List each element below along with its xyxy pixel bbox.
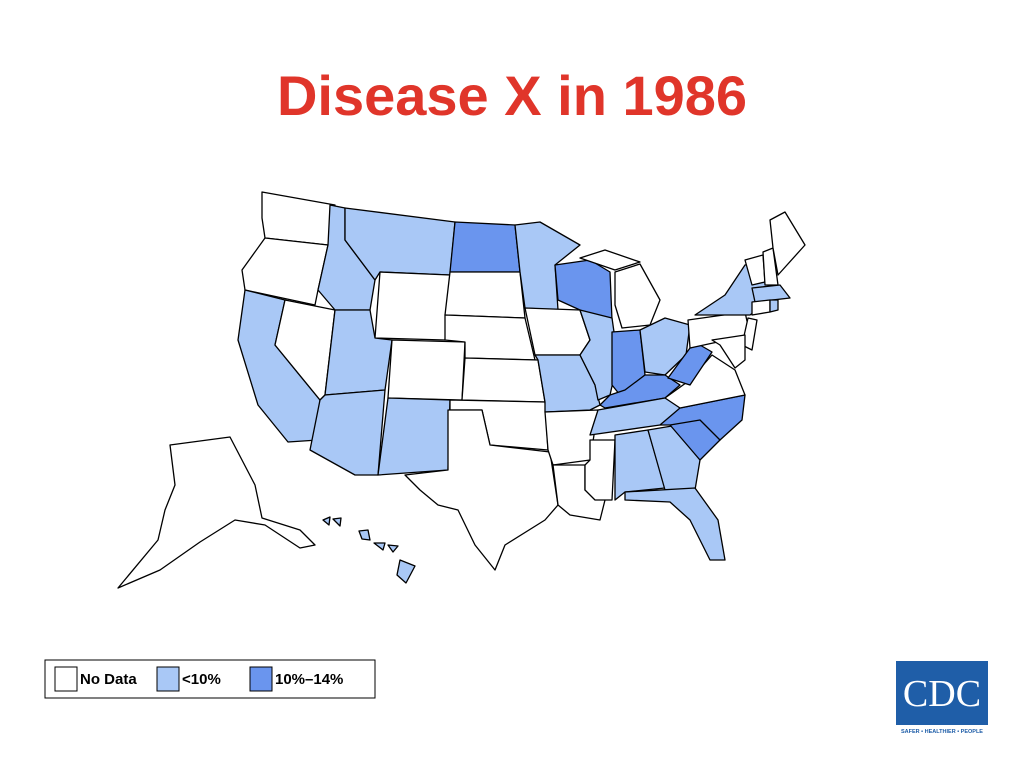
state: [322, 516, 416, 584]
logo-box: [896, 661, 988, 725]
legend-box: [44, 659, 376, 699]
state: [404, 409, 559, 571]
state: [374, 271, 451, 341]
logo-tagline: SAFER • HEALTHIER • PEOPLE: [901, 729, 983, 735]
state: [711, 334, 746, 369]
state: [624, 487, 726, 561]
state: [387, 339, 466, 401]
legend-swatch: [249, 666, 273, 692]
state: [117, 436, 316, 589]
state: [667, 344, 713, 386]
legend-swatch: [156, 666, 180, 692]
cdc-logo: CDC SAFER • HEALTHIER • PEOPLE: [896, 661, 988, 735]
us-map: [117, 191, 806, 589]
state: [377, 397, 451, 476]
state: [309, 389, 386, 476]
state: [524, 307, 591, 356]
state: [544, 409, 599, 466]
state: [769, 211, 806, 276]
legend-label: 10%–14%: [275, 671, 343, 688]
legend-label: <10%: [182, 671, 221, 688]
state: [584, 439, 616, 501]
state: [769, 299, 779, 313]
state: [751, 284, 791, 303]
title: Disease X in 1986: [277, 64, 747, 127]
state: [461, 357, 546, 403]
legend-swatch: [54, 666, 78, 692]
state: [751, 299, 771, 316]
state: [261, 191, 336, 246]
state: [647, 425, 701, 491]
state: [444, 271, 526, 319]
logo-text: CDC: [903, 673, 981, 715]
legend: No Data <10% 10%–14%: [54, 666, 343, 692]
legend-label: No Data: [80, 671, 137, 688]
state: [449, 221, 521, 273]
